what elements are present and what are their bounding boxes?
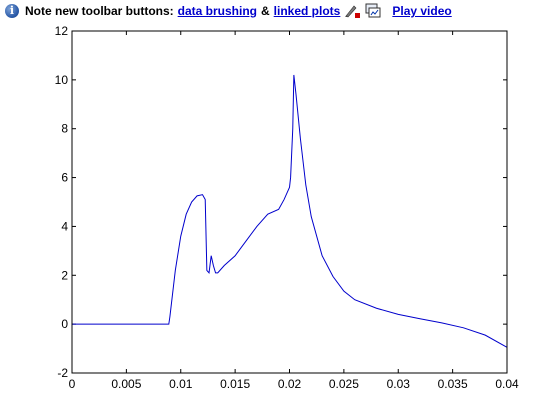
x-tick-label: 0.035 <box>438 377 468 391</box>
x-tick-label: 0.03 <box>387 377 411 391</box>
x-tick-label: 0.04 <box>495 377 519 391</box>
series-line <box>72 74 508 348</box>
y-tick-label: 0 <box>61 317 68 331</box>
ampersand-text: & <box>261 4 270 18</box>
toolbar-notice-bar: i Note new toolbar buttons: data brushin… <box>0 0 560 22</box>
notice-text: Note new toolbar buttons: <box>25 4 174 18</box>
play-video-link[interactable]: Play video <box>392 4 452 18</box>
brush-icon[interactable] <box>343 3 361 19</box>
tick-labels: 0 0.005 0.01 0.015 0.02 0.025 0.03 0.035 0.04-20… <box>55 24 519 391</box>
x-tick-label: 0.02 <box>278 377 302 391</box>
y-tick-label: 2 <box>61 268 68 282</box>
x-tick-label: 0.015 <box>220 377 250 391</box>
axes-box <box>71 30 508 374</box>
y-tick-label: 12 <box>55 24 69 38</box>
axes-background <box>72 31 507 373</box>
y-tick-label: 4 <box>61 219 68 233</box>
y-tick-label: 10 <box>55 73 69 87</box>
info-icon: i <box>5 4 19 18</box>
data-brushing-link[interactable]: data brushing <box>177 4 257 18</box>
x-tick-label: 0 <box>69 377 76 391</box>
linked-plots-icon[interactable] <box>364 3 382 19</box>
x-tick-label: 0.025 <box>329 377 359 391</box>
linked-plots-link[interactable]: linked plots <box>273 4 341 18</box>
y-tick-label: -2 <box>57 366 68 380</box>
x-tick-label: 0.005 <box>111 377 141 391</box>
y-tick-label: 6 <box>61 171 68 185</box>
x-tick-label: 0.01 <box>169 377 193 391</box>
y-tick-label: 8 <box>61 122 68 136</box>
